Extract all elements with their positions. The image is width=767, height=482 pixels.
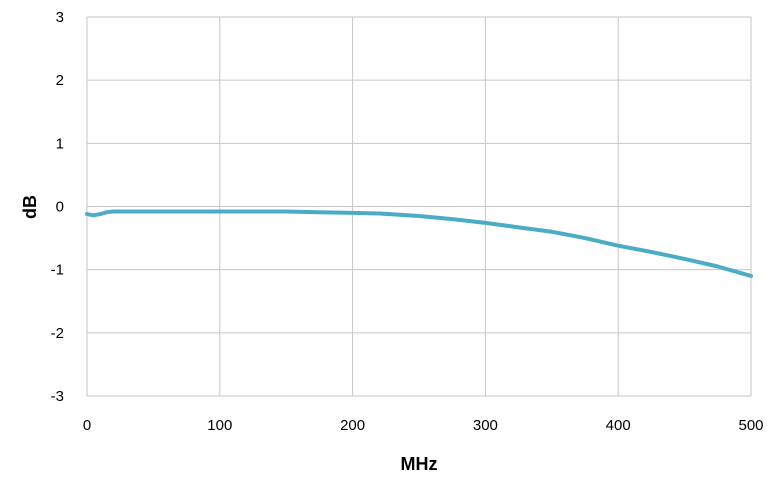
x-tick-label: 100 (207, 417, 232, 434)
x-axis-title: MHz (401, 454, 438, 474)
x-tick-label: 0 (83, 417, 91, 434)
x-tick-label: 200 (340, 417, 365, 434)
x-tick-label: 400 (606, 417, 631, 434)
x-tick-label: 300 (473, 417, 498, 434)
series-line (85, 209, 753, 278)
y-tick-label: 0 (56, 199, 64, 216)
x-tick-label: 500 (738, 417, 763, 434)
series-layer (85, 209, 753, 278)
y-axis-title: dB (20, 195, 40, 219)
y-tick-label: 2 (56, 72, 64, 89)
y-tick-label: -1 (51, 262, 64, 279)
y-tick-label: -3 (51, 388, 64, 405)
grid-lines (86, 16, 752, 397)
y-tick-label: -2 (51, 325, 64, 342)
y-tick-label: 3 (56, 9, 64, 26)
tick-labels: 3 2 1 0 -1 -2 -3 0 100 200 300 400 500 (51, 9, 764, 434)
y-tick-label: 1 (56, 135, 64, 152)
